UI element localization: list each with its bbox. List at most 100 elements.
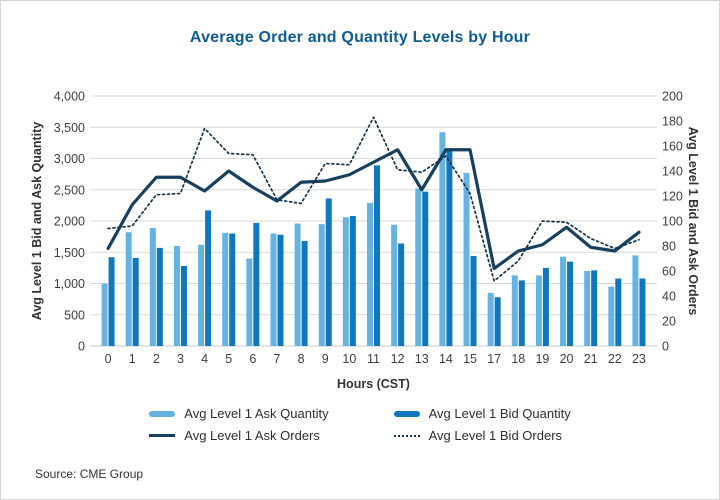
x-axis-title: Hours (CST) <box>337 377 410 391</box>
bar-bid-quantity <box>398 243 405 346</box>
source-note: Source: CME Group <box>35 467 144 481</box>
left-axis-tick-label: 500 <box>64 308 85 322</box>
chart-title: Average Order and Quantity Levels by Hou… <box>189 29 531 46</box>
bid-quantity-swatch-icon <box>393 410 420 417</box>
bar-bid-quantity <box>591 270 598 346</box>
bar-bid-quantity <box>325 198 332 346</box>
bar-ask-quantity <box>632 255 639 346</box>
x-axis-tick-label: 10 <box>342 352 356 366</box>
bar-bid-quantity <box>518 280 525 346</box>
legend-item-ask-orders: Avg Level 1 Ask Orders <box>149 428 328 443</box>
legend-item-bid-quantity: Avg Level 1 Bid Quantity <box>393 406 571 421</box>
bar-ask-quantity <box>367 202 373 346</box>
bar-bid-quantity <box>422 191 429 346</box>
legend-item-ask-quantity: Avg Level 1 Ask Quantity <box>149 406 329 421</box>
right-axis-tick-label: 140 <box>662 165 683 179</box>
x-axis-tick-label: 4 <box>201 352 208 366</box>
x-axis-tick-label: 12 <box>391 352 405 366</box>
x-axis-tick-label: 0 <box>105 352 112 366</box>
bar-ask-quantity <box>487 292 494 346</box>
x-axis-tick-label: 15 <box>463 352 477 366</box>
bar-bid-quantity <box>349 216 356 346</box>
x-axis-tick-label: 5 <box>225 352 232 366</box>
right-axis-tick-label: 100 <box>662 215 683 229</box>
x-axis-tick-label: 9 <box>322 352 329 366</box>
bar-ask-quantity <box>222 232 229 346</box>
bar-ask-quantity <box>535 275 542 346</box>
legend-label: Avg Level 1 Bid Quantity <box>428 406 571 421</box>
x-axis-tick-label: 1 <box>129 352 136 366</box>
bar-bid-quantity <box>567 261 574 346</box>
bar-bid-quantity <box>615 278 622 346</box>
x-axis-tick-label: 7 <box>274 352 281 366</box>
bar-ask-quantity <box>101 283 108 346</box>
right-axis-tick-label: 160 <box>662 140 683 154</box>
x-axis-tick-label: 14 <box>439 352 453 366</box>
x-axis-tick-label: 19 <box>535 352 549 366</box>
bar-ask-quantity <box>198 244 205 346</box>
bar-ask-quantity <box>270 233 277 346</box>
bar-ask-quantity <box>463 172 470 346</box>
left-axis-tick-label: 1,500 <box>54 246 85 260</box>
left-axis-title: Avg Level 1 Bid and Ask Quantity <box>30 122 44 320</box>
bar-bid-quantity <box>542 267 549 346</box>
ask-quantity-swatch-icon <box>149 410 176 417</box>
bar-ask-quantity <box>173 246 180 346</box>
left-axis-tick-label: 2,000 <box>54 215 85 229</box>
bar-bid-quantity <box>108 257 115 346</box>
bar-ask-quantity <box>149 227 156 346</box>
x-axis-tick-label: 13 <box>415 352 429 366</box>
right-axis-tick-label: 200 <box>662 90 683 104</box>
right-axis-tick-label: 120 <box>662 190 683 204</box>
bar-bid-quantity <box>494 297 501 346</box>
bar-ask-quantity <box>391 224 398 346</box>
line-ask-orders <box>106 148 641 271</box>
x-axis-tick-label: 3 <box>177 352 184 366</box>
x-axis-tick-label: 21 <box>584 352 598 366</box>
bid-orders-swatch-icon <box>393 434 420 437</box>
left-axis-tick-label: 3,500 <box>54 121 85 135</box>
bar-ask-quantity <box>318 224 325 346</box>
right-axis-tick-label: 40 <box>662 290 676 304</box>
bar-ask-quantity <box>608 286 615 346</box>
bar-bid-quantity <box>132 257 139 346</box>
bar-ask-quantity <box>246 258 253 346</box>
right-axis-tick-label: 20 <box>662 315 676 329</box>
legend-label: Avg Level 1 Bid Orders <box>428 428 563 443</box>
bar-bid-quantity <box>229 233 236 346</box>
left-axis-tick-label: 3,000 <box>54 152 85 166</box>
line-bid-orders <box>107 116 640 282</box>
bar-ask-quantity <box>294 223 301 346</box>
x-axis-tick-label: 8 <box>298 352 305 366</box>
bar-bid-quantity <box>639 278 646 346</box>
right-axis-title: Avg Level 1 Bid and Ask Orders <box>686 127 700 316</box>
right-axis-tick-label: 80 <box>662 240 676 254</box>
left-axis-tick-label: 2,500 <box>54 183 85 197</box>
bar-ask-quantity <box>511 275 518 346</box>
bar-bid-quantity <box>205 210 212 346</box>
bar-bid-quantity <box>156 247 163 346</box>
x-axis-tick-label: 2 <box>153 352 160 366</box>
x-axis-tick-label: 18 <box>511 352 525 366</box>
bar-bid-quantity <box>277 234 284 346</box>
left-axis-tick-label: 1,000 <box>54 277 85 291</box>
bar-bid-quantity <box>180 266 187 346</box>
right-axis-tick-label: 180 <box>662 115 683 129</box>
x-axis-tick-label: 22 <box>608 352 622 366</box>
ask-orders-swatch-icon <box>149 434 176 437</box>
bar-bid-quantity <box>374 165 380 346</box>
x-axis-tick-label: 23 <box>632 352 646 366</box>
legend-label: Avg Level 1 Ask Quantity <box>184 406 329 421</box>
x-axis-tick-label: 11 <box>367 352 380 366</box>
bar-ask-quantity <box>439 132 446 346</box>
x-axis-tick-label: 6 <box>249 352 256 366</box>
right-axis-tick-label: 60 <box>662 265 676 279</box>
bar-bid-quantity <box>446 148 453 346</box>
x-axis-tick-label: 20 <box>560 352 574 366</box>
left-axis-tick-label: 0 <box>78 340 85 354</box>
legend: Avg Level 1 Ask Quantity Avg Level 1 Bid… <box>1 406 719 443</box>
bar-ask-quantity <box>584 271 591 346</box>
bar-bid-quantity <box>253 222 260 346</box>
